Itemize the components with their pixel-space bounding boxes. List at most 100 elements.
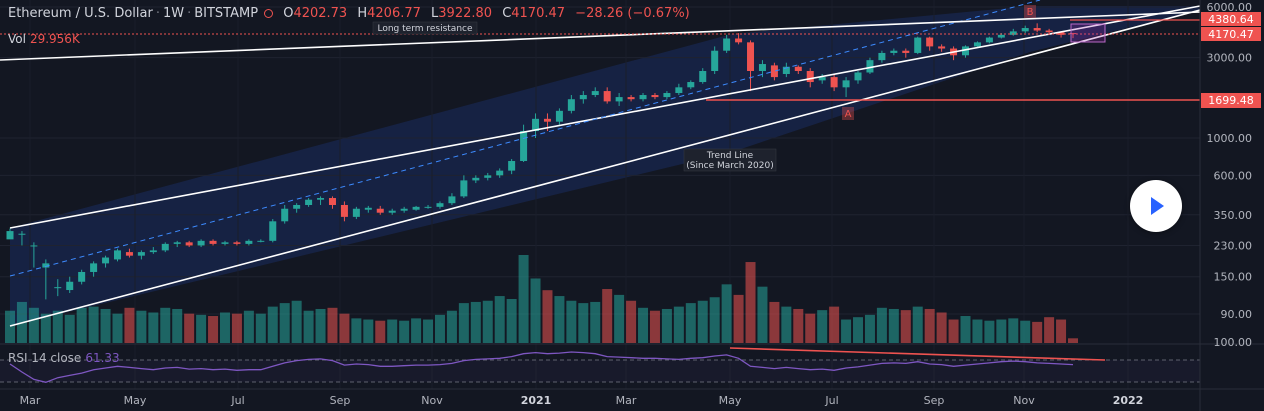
candle-body <box>938 46 946 49</box>
replay-play-button[interactable] <box>1130 180 1182 232</box>
volume-bar <box>339 313 350 343</box>
volume-bar <box>148 312 159 343</box>
price-tick-label: 90.00 <box>1221 308 1253 321</box>
candle-body <box>579 95 587 100</box>
volume-legend[interactable]: Vol 29.956K <box>8 32 80 46</box>
candle-body <box>257 240 265 242</box>
candle-body <box>627 97 635 100</box>
volume-bar <box>387 319 398 343</box>
symbol-header[interactable]: Ethereum / U.S. Dollar · 1W · BITSTAMP O4202… <box>8 6 690 21</box>
volume-bar <box>434 314 445 343</box>
volume-bar <box>160 307 171 343</box>
candle-body <box>137 252 145 256</box>
candle-body <box>699 71 707 83</box>
candle-body <box>113 250 121 260</box>
volume-bar <box>255 313 266 343</box>
candle-body <box>376 208 384 213</box>
candle-body <box>18 233 26 235</box>
time-tick-label: May <box>124 394 147 407</box>
rsi-line <box>9 351 1074 383</box>
volume-bar <box>76 307 87 343</box>
volume-bar <box>446 310 457 343</box>
volume-bar <box>864 314 875 343</box>
volume-bar <box>28 307 39 343</box>
support-price-tag-text: 1699.48 <box>1208 94 1254 107</box>
candle-body <box>508 161 516 171</box>
upper-price-tag-text: 4380.64 <box>1208 13 1254 26</box>
volume-bar <box>40 313 51 343</box>
header-separator: · <box>155 6 160 21</box>
volume-bar <box>482 300 493 343</box>
volume-bar <box>936 312 947 343</box>
interval-label[interactable]: 1W <box>162 6 185 21</box>
candle-body <box>30 245 38 247</box>
rsi-legend[interactable]: RSI 14 close 61.33 <box>8 351 120 365</box>
candle-body <box>328 198 336 205</box>
candle-body <box>926 37 934 47</box>
candle-body <box>245 240 253 244</box>
volume-bar <box>876 307 887 343</box>
resistance-label: Long term resistance <box>372 21 478 35</box>
rsi-divergence-line <box>729 347 1106 361</box>
candle-body <box>854 72 862 81</box>
volume-bar <box>542 290 553 343</box>
current-price-tag: 4170.47 <box>1201 27 1261 41</box>
volume-bar <box>1032 321 1043 343</box>
trend-line-label-1: Trend Line <box>706 151 754 161</box>
volume-bar <box>900 310 911 343</box>
volume-label: Vol <box>8 32 26 46</box>
time-axis[interactable]: Mar May Jul Sep Nov 2021 Mar May Jul Sep Nov 2022 <box>20 394 1144 407</box>
candle-body <box>1045 30 1053 33</box>
price-tick-label: 230.00 <box>1214 239 1253 252</box>
play-icon <box>1151 197 1164 215</box>
trend-channel-fill <box>10 6 1200 326</box>
candle-body <box>890 50 898 53</box>
candle-body <box>305 199 313 205</box>
candle-body <box>340 204 348 217</box>
resistance-label-text: Long term resistance <box>377 24 472 34</box>
symbol-name[interactable]: Ethereum / U.S. Dollar <box>8 6 153 21</box>
close-value: 4170.47 <box>511 6 566 21</box>
volume-bar <box>1068 338 1078 343</box>
price-tick-label: 6000.00 <box>1207 1 1253 14</box>
rsi-label: RSI 14 close <box>8 351 82 365</box>
candle-body <box>735 38 743 43</box>
candle-body <box>985 37 993 43</box>
candle-body <box>962 46 970 56</box>
candle-body <box>794 66 802 72</box>
volume-bar <box>1008 318 1019 343</box>
volume-bar <box>267 306 278 343</box>
exchange-label: BITSTAMP <box>194 6 259 21</box>
volume-bar <box>315 308 326 343</box>
candle-body <box>484 175 492 178</box>
candle-body <box>221 242 229 244</box>
candle-body <box>1009 31 1017 35</box>
candle-body <box>388 210 396 213</box>
volume-bar <box>912 306 923 343</box>
volume-bar <box>721 284 732 343</box>
volume-bar <box>853 317 864 343</box>
time-tick-label: May <box>719 394 742 407</box>
candle-body <box>472 177 480 181</box>
price-tick-label: 1000.00 <box>1207 132 1253 145</box>
volume-bar <box>291 300 302 343</box>
volume-bar <box>399 320 410 343</box>
candle-body <box>806 71 814 83</box>
volume-bar <box>960 316 971 343</box>
candle-body <box>352 208 360 217</box>
candle-body <box>436 203 444 207</box>
volume-bar <box>208 316 219 343</box>
candle-body <box>90 263 98 272</box>
candle-body <box>866 60 874 73</box>
price-axis[interactable]: 6000.00 3000.00 1000.00 600.00 350.00 230.00 1… <box>1207 1 1253 349</box>
candle-body <box>591 91 599 96</box>
volume-bar <box>566 300 577 343</box>
status-dot-icon <box>264 9 274 18</box>
candle-body <box>603 91 611 102</box>
candle-body <box>973 42 981 47</box>
volume-bar <box>363 319 374 343</box>
volume-bar <box>888 308 899 343</box>
candle-body <box>532 118 540 132</box>
